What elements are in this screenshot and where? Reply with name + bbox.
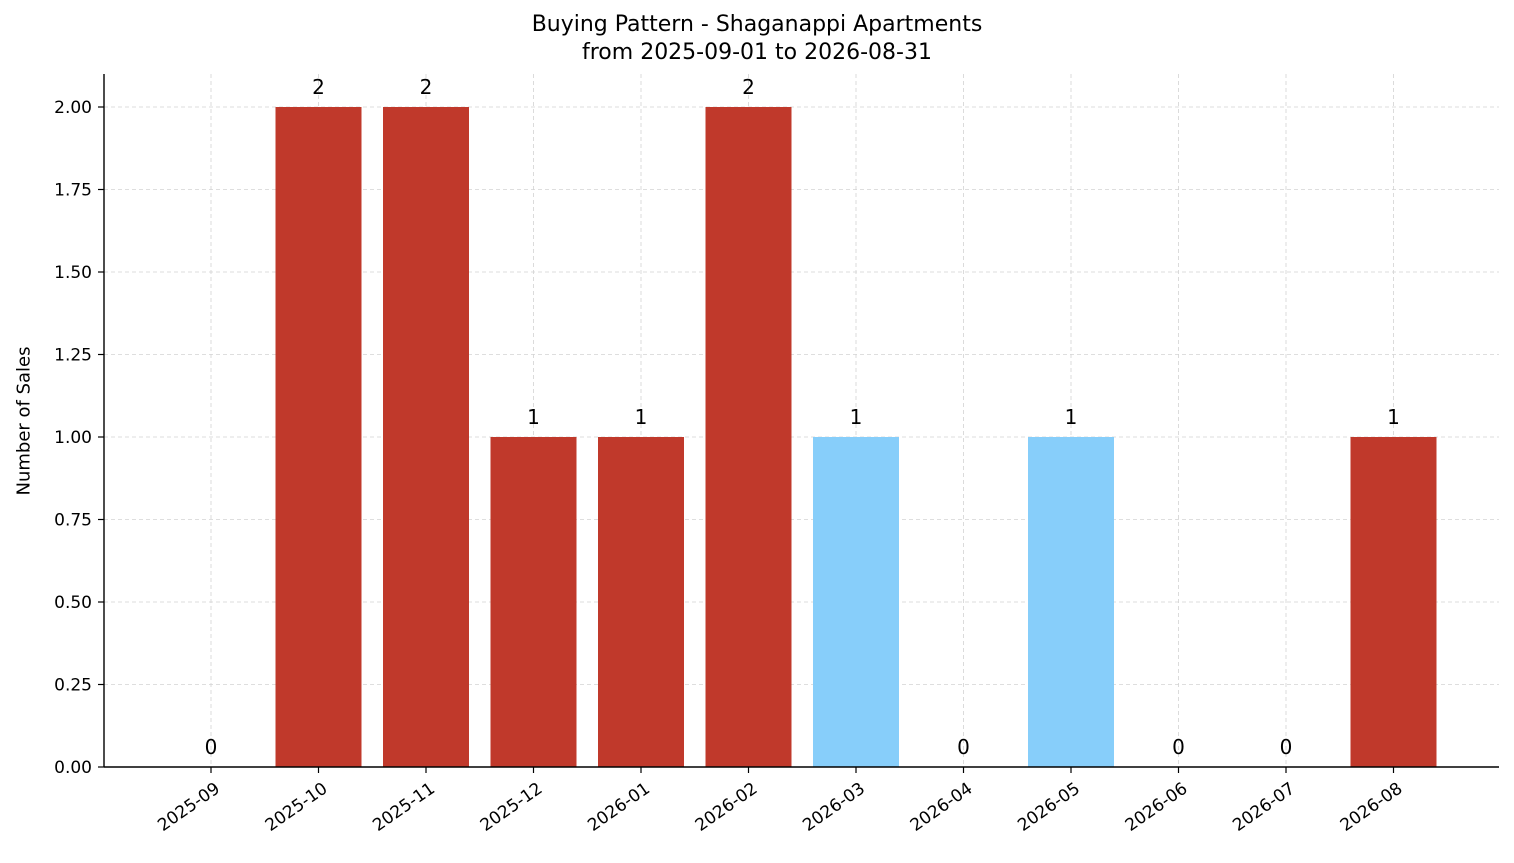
bar-value-label: 2	[742, 75, 755, 99]
bar-value-label: 0	[1280, 735, 1293, 759]
bar-value-label: 1	[635, 405, 648, 429]
bar-value-label: 0	[1172, 735, 1185, 759]
y-tick-label: 0.25	[54, 676, 92, 696]
x-tick-label: 2026-02	[692, 779, 762, 836]
y-tick-label: 0.00	[54, 758, 92, 778]
y-tick-label: 1.00	[54, 428, 92, 448]
bar	[1350, 437, 1437, 767]
y-tick-label: 0.75	[54, 511, 92, 531]
chart-title: Buying Pattern - Shaganappi Apartments	[531, 12, 983, 37]
bar-value-label: 1	[1387, 405, 1400, 429]
x-tick-label: 2026-03	[799, 779, 869, 836]
bar	[275, 107, 362, 767]
y-tick-label: 2.00	[54, 98, 92, 118]
bar	[813, 437, 899, 767]
bar	[383, 107, 469, 767]
bar-value-label: 2	[420, 75, 433, 99]
y-tick-label: 1.75	[54, 181, 92, 201]
bar	[1028, 437, 1114, 767]
x-tick-label: 2025-09	[154, 779, 224, 836]
bars	[275, 107, 1437, 767]
bar	[598, 437, 684, 767]
chart-subtitle: from 2025-09-01 to 2026-08-31	[582, 40, 932, 65]
x-tick-label: 2025-10	[262, 779, 332, 836]
x-tick-label: 2026-05	[1014, 779, 1084, 836]
x-tick-label: 2025-11	[369, 779, 439, 836]
y-tick-label: 1.25	[54, 346, 92, 366]
x-tick-label: 2026-01	[584, 779, 654, 836]
bar-value-label: 1	[527, 405, 540, 429]
bar-value-label: 1	[850, 405, 863, 429]
bar	[705, 107, 792, 767]
x-tick-label: 2025-12	[477, 779, 547, 836]
bar-value-label: 1	[1065, 405, 1078, 429]
axes	[98, 74, 1499, 773]
x-tick-label: 2026-07	[1229, 779, 1299, 836]
bar-value-label: 2	[312, 75, 325, 99]
x-tick-label: 2026-06	[1122, 779, 1192, 836]
bar-value-label: 0	[957, 735, 970, 759]
x-tick-label: 2026-08	[1337, 779, 1407, 836]
y-tick-label: 0.50	[54, 593, 92, 613]
bar	[490, 437, 577, 767]
bar-value-label: 0	[205, 735, 218, 759]
x-tick-label: 2026-04	[907, 779, 977, 836]
y-tick-label: 1.50	[54, 263, 92, 283]
